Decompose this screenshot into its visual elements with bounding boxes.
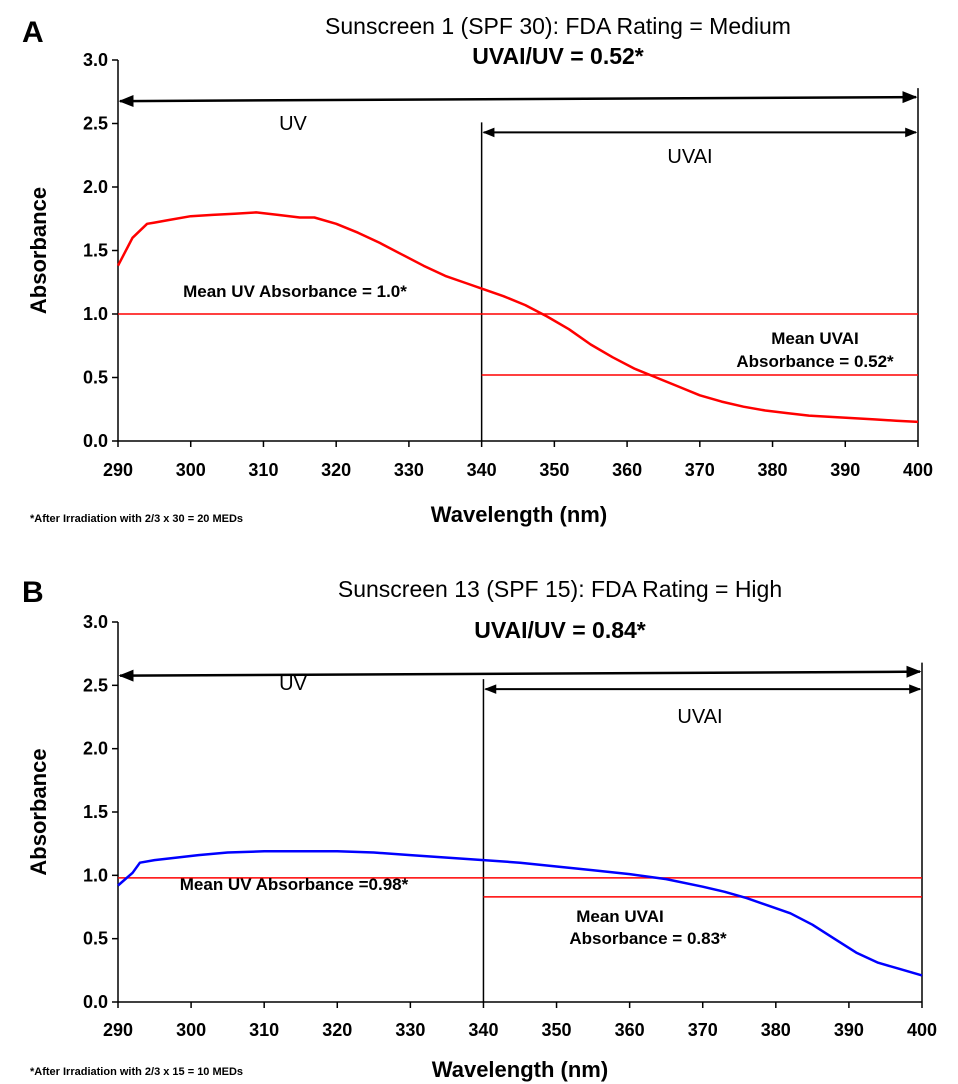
mean-uvai-annotation-line2: Absorbance = 0.83* [569, 929, 727, 948]
x-tick-label: 400 [907, 1020, 937, 1040]
chart-subtitle: UVAI/UV = 0.84* [474, 617, 646, 643]
footnote: *After Irradiation with 2/3 x 30 = 20 ME… [30, 513, 243, 525]
absorbance-curve [116, 211, 919, 424]
x-tick-label: 300 [176, 460, 206, 480]
x-tick-label: 310 [249, 1020, 279, 1040]
x-tick-label: 360 [612, 460, 642, 480]
x-tick-label: 330 [395, 1020, 425, 1040]
y-tick-label: 3.0 [83, 612, 108, 632]
uv-range-label: UV [279, 673, 307, 695]
uv-range-label: UV [279, 113, 307, 135]
panel-label: B [22, 576, 44, 609]
chart-subtitle: UVAI/UV = 0.52* [472, 43, 644, 69]
chart-title: Sunscreen 1 (SPF 30): FDA Rating = Mediu… [325, 13, 791, 39]
chart-title: Sunscreen 13 (SPF 15): FDA Rating = High [338, 576, 782, 602]
y-tick-label: 1.0 [83, 865, 108, 885]
panel-a: A Sunscreen 1 (SPF 30): FDA Rating = Medi… [22, 13, 933, 527]
x-tick-label: 340 [467, 460, 497, 480]
mean-uvai-annotation-line1: Mean UVAI [576, 907, 664, 926]
mean-uv-annotation: Mean UV Absorbance = 1.0* [183, 282, 407, 301]
footnote: *After Irradiation with 2/3 x 15 = 10 ME… [30, 1066, 243, 1078]
x-tick-label: 400 [903, 460, 933, 480]
mean-uv-annotation: Mean UV Absorbance =0.98* [180, 875, 409, 894]
x-tick-label: 360 [615, 1020, 645, 1040]
x-tick-label: 350 [539, 460, 569, 480]
uv-range-arrow [118, 91, 918, 108]
x-tick-label: 390 [834, 1020, 864, 1040]
y-tick-label: 0.5 [83, 368, 108, 388]
mean-uvai-annotation-line2: Absorbance = 0.52* [736, 352, 894, 371]
y-tick-label: 3.0 [83, 50, 108, 70]
y-tick-label: 1.0 [83, 304, 108, 324]
y-tick-label: 2.5 [83, 675, 108, 695]
panel-label: A [22, 16, 44, 49]
y-tick-label: 1.5 [83, 241, 108, 261]
x-tick-label: 380 [758, 460, 788, 480]
x-tick-label: 320 [321, 460, 351, 480]
x-tick-label: 380 [761, 1020, 791, 1040]
y-tick-label: 0.5 [83, 929, 108, 949]
x-tick-label: 390 [830, 460, 860, 480]
y-tick-label: 0.0 [83, 992, 108, 1012]
x-tick-label: 370 [685, 460, 715, 480]
x-tick-label: 290 [103, 1020, 133, 1040]
absorbance-curve [117, 850, 923, 977]
x-tick-label: 300 [176, 1020, 206, 1040]
y-tick-label: 2.0 [83, 177, 108, 197]
x-axis-label: Wavelength (nm) [431, 502, 607, 527]
mean-uvai-annotation-line1: Mean UVAI [771, 329, 859, 348]
y-tick-label: 1.5 [83, 802, 108, 822]
x-tick-label: 370 [688, 1020, 718, 1040]
x-tick-label: 310 [248, 460, 278, 480]
y-tick-label: 0.0 [83, 431, 108, 451]
panel-b: B Sunscreen 13 (SPF 15): FDA Rating = Hig… [22, 576, 937, 1082]
y-tick-label: 2.5 [83, 114, 108, 134]
x-tick-label: 350 [542, 1020, 572, 1040]
x-tick-label: 290 [103, 460, 133, 480]
uv-range-arrow [118, 665, 922, 682]
y-axis-label: Absorbance [26, 187, 51, 314]
uvai-range-label: UVAI [677, 706, 722, 728]
x-tick-label: 330 [394, 460, 424, 480]
x-tick-label: 340 [468, 1020, 498, 1040]
x-axis-label: Wavelength (nm) [432, 1057, 608, 1082]
y-tick-label: 2.0 [83, 739, 108, 759]
uvai-range-label: UVAI [667, 146, 712, 168]
y-axis-label: Absorbance [26, 748, 51, 875]
x-tick-label: 320 [322, 1020, 352, 1040]
